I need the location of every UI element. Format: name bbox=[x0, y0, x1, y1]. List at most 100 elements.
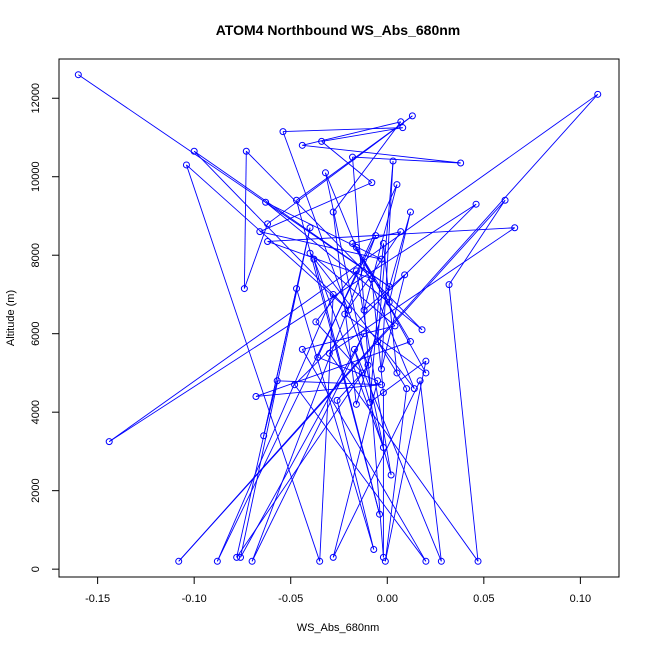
series-segment bbox=[344, 313, 427, 374]
series-segment bbox=[255, 341, 411, 397]
data-point bbox=[422, 557, 430, 565]
data-point bbox=[318, 137, 326, 145]
series-segment bbox=[384, 361, 427, 562]
series-segment bbox=[363, 184, 398, 311]
series-segment bbox=[321, 127, 403, 142]
data-point bbox=[401, 271, 409, 279]
data-point bbox=[321, 169, 329, 177]
series-segment bbox=[336, 400, 375, 550]
x-tick-label: -0.10 bbox=[182, 593, 207, 605]
data-point bbox=[408, 112, 416, 120]
series-segment bbox=[240, 227, 311, 558]
series-segment bbox=[355, 247, 427, 374]
chart-title: ATOM4 Northbound WS_Abs_680nm bbox=[216, 22, 461, 38]
data-point bbox=[190, 147, 198, 155]
x-tick-label: -0.15 bbox=[85, 593, 110, 605]
series-segment bbox=[352, 157, 384, 558]
y-tick-label: 4000 bbox=[30, 400, 42, 424]
x-tick-label: 0.00 bbox=[377, 593, 398, 605]
series-segment bbox=[352, 156, 461, 164]
data-point bbox=[416, 377, 424, 385]
data-point bbox=[422, 369, 430, 377]
series-segment bbox=[263, 288, 297, 436]
series-segment bbox=[369, 360, 427, 403]
data-point bbox=[345, 306, 353, 314]
series-segment bbox=[108, 93, 599, 442]
y-axis: 0 2000 4000 6000 8000 10000 12000 bbox=[30, 83, 60, 572]
data-point bbox=[406, 208, 414, 216]
data-point bbox=[360, 330, 368, 338]
data-point bbox=[370, 546, 378, 554]
data-point bbox=[262, 198, 270, 206]
series-segment bbox=[259, 231, 382, 260]
series-segment bbox=[265, 201, 423, 331]
data-point bbox=[105, 438, 113, 446]
series-segment bbox=[336, 372, 363, 401]
data-point bbox=[316, 557, 324, 565]
series-segment bbox=[186, 164, 349, 311]
series-segment bbox=[329, 227, 515, 354]
series-segment bbox=[352, 231, 401, 244]
data-point bbox=[264, 220, 272, 228]
data-point bbox=[182, 161, 190, 169]
series-segment bbox=[448, 200, 506, 285]
series-segment bbox=[317, 184, 398, 358]
series-segment bbox=[193, 150, 349, 311]
series-segment bbox=[216, 235, 377, 562]
series-segment bbox=[245, 150, 423, 331]
data-point bbox=[233, 553, 241, 561]
data-point bbox=[472, 200, 480, 208]
data-point bbox=[403, 385, 411, 393]
data-point bbox=[379, 389, 387, 397]
data-point bbox=[376, 510, 384, 518]
data-point bbox=[511, 224, 519, 232]
x-tick-label: -0.05 bbox=[278, 593, 303, 605]
data-point bbox=[329, 290, 337, 298]
data-point bbox=[410, 385, 418, 393]
series-segment bbox=[251, 333, 365, 562]
series-segment bbox=[377, 341, 407, 389]
data-point bbox=[377, 365, 385, 373]
data-point bbox=[393, 181, 401, 189]
series-segment bbox=[267, 241, 372, 280]
data-point bbox=[237, 553, 245, 561]
data-point bbox=[457, 159, 465, 167]
data-point bbox=[397, 228, 405, 236]
series-segment bbox=[108, 203, 477, 442]
data-point bbox=[273, 377, 281, 385]
y-tick-label: 10000 bbox=[30, 161, 42, 192]
data-point bbox=[437, 557, 445, 565]
series-segment bbox=[178, 199, 506, 562]
data-point bbox=[501, 196, 509, 204]
data-point bbox=[379, 553, 387, 561]
series-segment bbox=[419, 380, 442, 562]
data-point bbox=[594, 90, 602, 98]
data-point bbox=[389, 157, 397, 165]
series-segment bbox=[186, 164, 321, 562]
data-point bbox=[422, 357, 430, 365]
series-segment bbox=[216, 294, 334, 562]
series-segment bbox=[448, 284, 479, 562]
data-point bbox=[349, 239, 357, 247]
series-segment bbox=[302, 144, 461, 164]
series-segment bbox=[267, 227, 515, 242]
data-point bbox=[374, 377, 382, 385]
data-point bbox=[368, 179, 376, 187]
data-series bbox=[74, 71, 602, 565]
series-segment bbox=[301, 349, 427, 562]
data-point bbox=[445, 281, 453, 289]
series-segment bbox=[332, 211, 357, 405]
data-point bbox=[252, 392, 260, 400]
data-point bbox=[358, 369, 366, 377]
series-segment bbox=[236, 364, 369, 558]
data-point bbox=[374, 338, 382, 346]
series-segment bbox=[381, 161, 394, 370]
data-point bbox=[385, 298, 393, 306]
series-segment bbox=[296, 288, 375, 550]
data-point bbox=[385, 283, 393, 291]
series-segment bbox=[296, 115, 413, 201]
series-segment bbox=[243, 151, 247, 289]
series-segment bbox=[363, 274, 405, 311]
series-segment bbox=[332, 380, 421, 558]
